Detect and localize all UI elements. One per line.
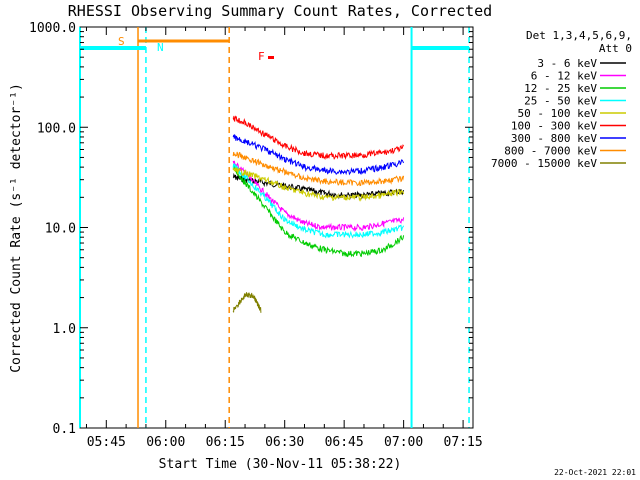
plot-border [79,26,474,429]
y-tick-label: 1.0 [53,322,76,337]
y-tick-label: 10.0 [45,222,76,237]
x-tick-label: 07:15 [444,435,483,450]
marker-label-s: S [118,35,125,48]
observation-markers: S N F [79,27,470,428]
legend-label: 7000 - 15000 keV [491,157,597,170]
legend-label: 100 - 300 keV [511,120,597,133]
legend-label: 25 - 50 keV [524,95,597,108]
legend-label: 800 - 7000 keV [504,145,597,158]
x-tick-label: 05:45 [87,435,126,450]
series-line-7 [232,151,405,187]
series-line-6 [232,133,405,176]
chart-title: RHESSI Observing Summary Count Rates, Co… [68,2,492,20]
x-tick-label: 06:00 [146,435,185,450]
y-axis-label: Corrected Count Rate (s⁻¹ detector⁻¹) [9,83,24,373]
series-line-1 [232,160,405,232]
series-line-0 [232,172,405,200]
x-tick-label: 07:00 [384,435,423,450]
series-line-5 [232,115,405,161]
axes: 0.1 1.0 10.0 100.0 1000.0 05:45 06:00 06:15 06:3… [29,21,483,450]
series-line-4 [232,166,405,202]
legend-label: 50 - 100 keV [518,107,598,120]
date-stamp: 22-Oct-2021 22:01 [554,468,636,477]
legend-header: Att 0 [599,42,632,55]
x-tick-label: 06:15 [206,435,245,450]
x-axis-label: Start Time (30-Nov-11 05:38:22) [159,457,402,472]
series-lines [232,115,405,313]
y-tick-label: 0.1 [53,422,76,437]
x-tick-label: 06:45 [325,435,364,450]
series-line-8 [232,291,262,313]
series-line-3 [232,163,405,239]
y-tick-label: 1000.0 [29,21,76,36]
x-tick-label: 06:30 [265,435,304,450]
y-tick-label: 100.0 [37,121,76,136]
legend-label: 3 - 6 keV [537,57,597,70]
legend-label: 12 - 25 keV [524,82,597,95]
series-line-2 [232,164,405,258]
plot-frame [79,26,474,429]
legend-label: 6 - 12 keV [531,70,598,83]
flare-marker [268,56,274,59]
marker-label-f: F [258,50,265,63]
legend-label: 300 - 800 keV [511,132,597,145]
marker-label-n: N [157,41,164,54]
legend-header: Det 1,3,4,5,6,9, [526,29,632,42]
